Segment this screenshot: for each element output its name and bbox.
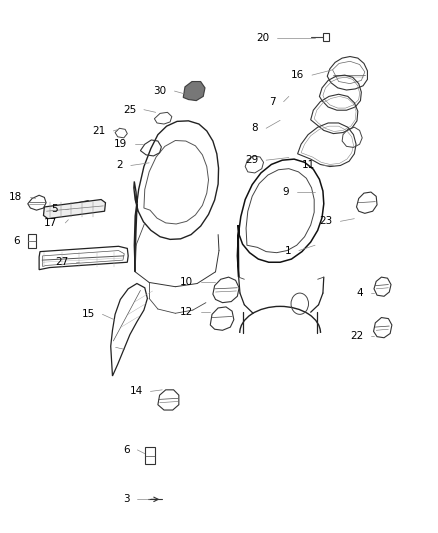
Text: 14: 14 [129,386,143,397]
Text: 8: 8 [252,123,258,133]
Text: 29: 29 [245,155,258,165]
Text: 6: 6 [123,445,130,455]
Text: 3: 3 [123,494,130,504]
Text: 5: 5 [51,204,57,214]
Text: 20: 20 [256,33,269,43]
Text: 23: 23 [319,216,332,227]
Text: 25: 25 [123,104,136,115]
Text: 7: 7 [269,96,276,107]
Text: 19: 19 [114,139,127,149]
Text: 9: 9 [282,187,289,197]
Polygon shape [43,199,106,219]
Text: 4: 4 [357,288,363,298]
Text: 2: 2 [117,160,123,171]
Text: 22: 22 [350,330,363,341]
Text: 10: 10 [180,278,193,287]
Text: 27: 27 [55,257,68,267]
Text: 18: 18 [9,192,22,203]
Text: 6: 6 [14,236,20,246]
Text: 1: 1 [284,246,291,255]
Text: 17: 17 [44,218,57,228]
Text: 30: 30 [153,86,166,96]
Text: 21: 21 [92,126,106,136]
Text: 16: 16 [291,70,304,80]
Text: 15: 15 [81,309,95,319]
Polygon shape [183,82,205,101]
Text: 12: 12 [180,306,193,317]
Text: 11: 11 [302,160,315,171]
